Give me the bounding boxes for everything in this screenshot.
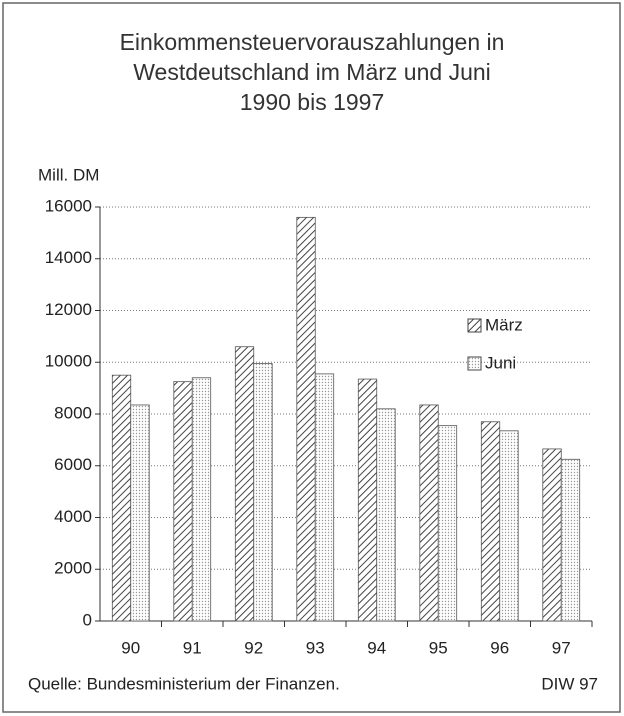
chart-title: 1990 bis 1997 xyxy=(240,89,385,115)
x-tick-label: 92 xyxy=(244,638,263,657)
y-tick-label: 12000 xyxy=(45,300,92,319)
bar xyxy=(191,377,212,622)
y-tick-label: 6000 xyxy=(54,455,92,474)
bar xyxy=(499,430,519,622)
x-tick-label: 95 xyxy=(429,638,448,657)
source-note: Quelle: Bundesministerium der Finanzen. xyxy=(28,674,340,693)
bar xyxy=(560,458,581,622)
y-tick-label: 16000 xyxy=(45,196,92,215)
x-tick-label: 97 xyxy=(552,638,571,657)
y-tick-label: 0 xyxy=(83,610,92,629)
bar xyxy=(437,425,458,622)
y-tick-label: 2000 xyxy=(54,559,92,578)
bar xyxy=(480,421,501,622)
bar xyxy=(542,448,562,622)
bar xyxy=(357,378,378,622)
y-axis-label: Mill. DM xyxy=(38,165,99,184)
y-tick-label: 10000 xyxy=(45,352,92,371)
bar xyxy=(173,381,193,622)
legend-label: März xyxy=(485,315,523,334)
bar xyxy=(234,346,255,622)
credit: DIW 97 xyxy=(541,674,598,693)
chart-title: Einkommensteuervorauszahlungen in xyxy=(120,29,505,55)
x-tick-label: 96 xyxy=(490,638,509,657)
bar xyxy=(111,374,132,622)
x-tick-label: 93 xyxy=(306,638,325,657)
chart-title: Westdeutschland im März und Juni xyxy=(133,59,491,85)
legend-swatch xyxy=(467,318,482,333)
y-tick-label: 4000 xyxy=(54,507,92,526)
bar xyxy=(130,404,150,622)
bar xyxy=(253,363,273,622)
bar xyxy=(296,216,316,622)
bar xyxy=(419,404,439,622)
x-tick-label: 91 xyxy=(183,638,202,657)
y-tick-label: 8000 xyxy=(54,403,92,422)
x-tick-label: 90 xyxy=(121,638,140,657)
x-tick-label: 94 xyxy=(367,638,386,657)
bar xyxy=(376,408,396,622)
legend-label: Juni xyxy=(485,353,516,372)
legend-swatch xyxy=(467,356,482,371)
bar xyxy=(314,373,335,622)
y-tick-label: 14000 xyxy=(45,248,92,267)
